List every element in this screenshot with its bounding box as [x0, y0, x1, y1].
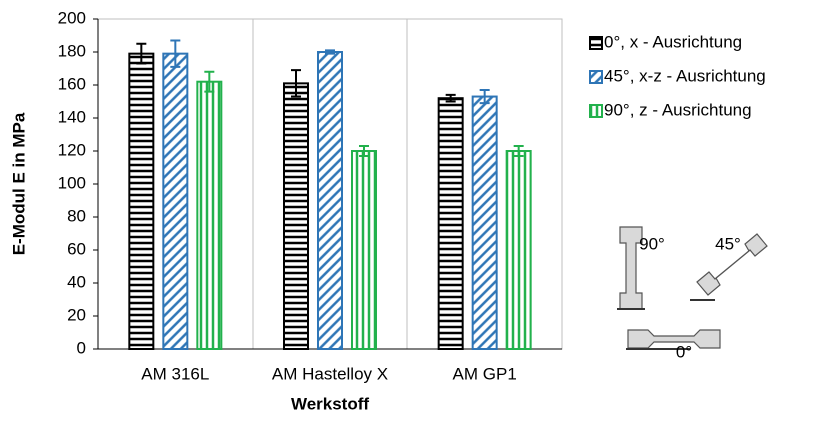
y-tick-label: 80: [67, 206, 86, 225]
error-bar: [136, 42, 147, 65]
bar: [317, 51, 343, 350]
error-bar: [359, 145, 369, 157]
error-bar: [479, 88, 490, 105]
legend-label: 45°, x-z - Ausrichtung: [604, 66, 766, 85]
y-tick-label: 20: [67, 305, 86, 324]
x-tick-label: AM Hastelloy X: [272, 364, 388, 383]
y-tick-label: 140: [58, 107, 86, 126]
error-bar: [170, 39, 181, 68]
y-tick-label: 180: [58, 41, 86, 60]
legend-marker: [589, 104, 603, 118]
bar: [505, 150, 532, 350]
y-tick-label: 160: [58, 74, 86, 93]
annotation: 0°: [676, 342, 692, 361]
x-tick-label: AM GP1: [453, 364, 517, 383]
bar: [128, 52, 155, 351]
annotation: 45°: [715, 234, 741, 253]
y-tick-label: 40: [67, 272, 86, 291]
bar: [437, 97, 464, 350]
y-tick-label: 0: [77, 338, 86, 357]
y-tick-label: 200: [58, 8, 86, 27]
x-axis-label: Werkstoff: [291, 394, 369, 413]
bar: [283, 82, 309, 350]
error-bar: [325, 49, 335, 55]
bar: [162, 52, 189, 351]
legend-marker: [589, 70, 603, 84]
bar: [196, 80, 223, 350]
legend-marker: [589, 36, 603, 50]
y-tick-label: 60: [67, 239, 86, 258]
error-bar: [513, 145, 524, 157]
error-bar: [291, 69, 301, 98]
y-axis-label: E-Modul E in MPa: [9, 112, 28, 255]
legend-label: 90°, z - Ausrichtung: [604, 100, 752, 119]
y-tick-label: 120: [58, 140, 86, 159]
y-tick-label: 100: [58, 173, 86, 192]
x-tick-label: AM 316L: [141, 364, 209, 383]
error-bar: [204, 70, 215, 93]
specimen-inset: [617, 226, 768, 350]
annotation: 90°: [639, 234, 665, 253]
bar: [471, 95, 498, 350]
legend-label: 0°, x - Ausrichtung: [604, 32, 742, 51]
bar: [351, 150, 377, 350]
error-bar: [445, 93, 456, 103]
